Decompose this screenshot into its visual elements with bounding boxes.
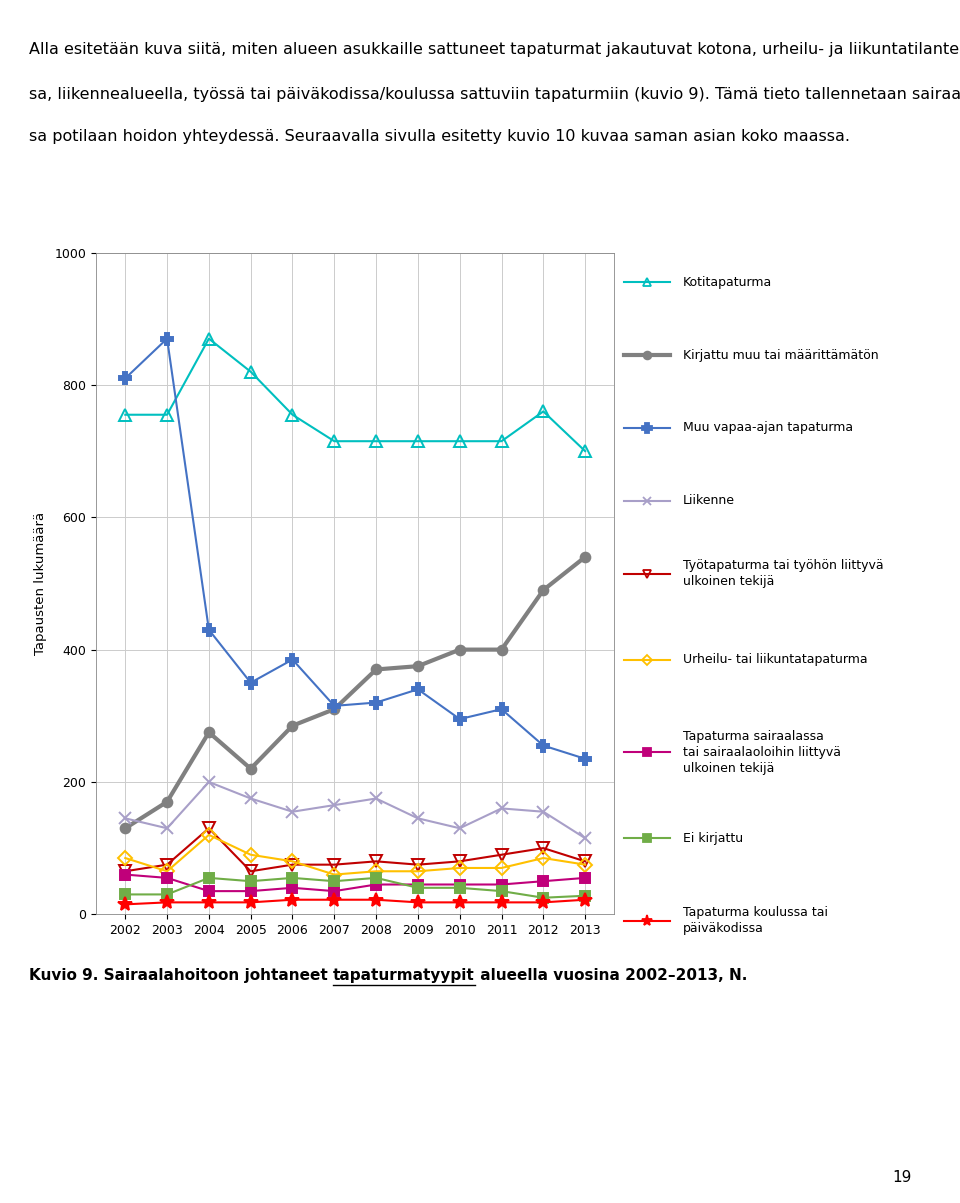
Text: Urheilu- tai liikuntatapaturma: Urheilu- tai liikuntatapaturma — [683, 653, 868, 666]
Text: Kirjattu muu tai määrittämätön: Kirjattu muu tai määrittämätön — [683, 349, 878, 362]
Text: Muu vapaa-ajan tapaturma: Muu vapaa-ajan tapaturma — [683, 421, 852, 434]
Text: 19: 19 — [893, 1171, 912, 1185]
Text: Työtapaturma tai työhön liittyvä
ulkoinen tekijä: Työtapaturma tai työhön liittyvä ulkoine… — [683, 559, 883, 588]
Text: Tapaturma sairaalassa
tai sairaalaoloihin liittyvä
ulkoinen tekijä: Tapaturma sairaalassa tai sairaalaoloihi… — [683, 730, 841, 775]
Text: alueella vuosina 2002–2013, N.: alueella vuosina 2002–2013, N. — [474, 968, 747, 983]
Text: sa, liikennealueella, työssä tai päiväkodissa/koulussa sattuviin tapaturmiin (ku: sa, liikennealueella, työssä tai päiväko… — [29, 87, 960, 101]
Text: tapaturmatyypit: tapaturmatyypit — [333, 968, 474, 983]
Text: Ei kirjattu: Ei kirjattu — [683, 831, 743, 845]
Text: Kuvio 9. Sairaalahoitoon johtaneet: Kuvio 9. Sairaalahoitoon johtaneet — [29, 968, 333, 983]
Text: Tapaturma koulussa tai
päiväkodissa: Tapaturma koulussa tai päiväkodissa — [683, 906, 828, 936]
Text: Alla esitetään kuva siitä, miten alueen asukkaille sattuneet tapaturmat jakautuv: Alla esitetään kuva siitä, miten alueen … — [29, 42, 960, 57]
Text: Kotitapaturma: Kotitapaturma — [683, 275, 772, 289]
Text: sa potilaan hoidon yhteydessä. Seuraavalla sivulla esitetty kuvio 10 kuvaa saman: sa potilaan hoidon yhteydessä. Seuraaval… — [29, 129, 850, 143]
Text: Liikenne: Liikenne — [683, 494, 734, 508]
Y-axis label: Tapausten lukumäärä: Tapausten lukumäärä — [35, 512, 47, 654]
